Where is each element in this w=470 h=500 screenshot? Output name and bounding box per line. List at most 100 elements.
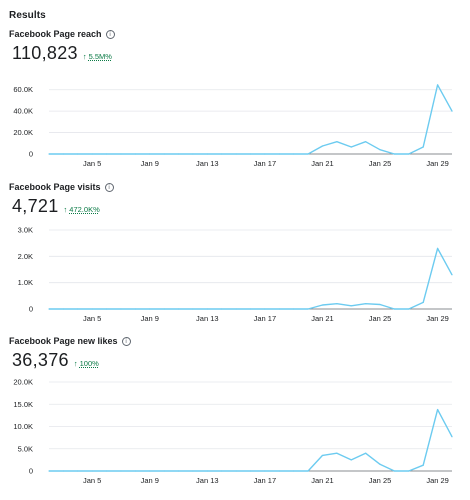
data-point [336,303,338,305]
x-tick-label: Jan 9 [141,159,159,168]
data-point [451,110,453,112]
line-chart-reach: 0 20.0K 40.0K 60.0K Jan 5 Jan 9 Jan 13 Jan 17 Ja… [0,71,470,169]
data-point [321,145,324,147]
data-point [77,308,79,310]
metric-value: 110,823 [12,43,78,63]
data-point [235,153,237,155]
info-icon[interactable]: i [104,182,114,192]
data-point [350,305,352,307]
y-tick-label: 15.0K [13,400,33,409]
data-point [163,470,165,472]
data-point [393,153,396,155]
metric-value-row: 110,823 ↑ 5.5M% [12,43,112,64]
data-point [48,470,50,472]
data-point [91,470,93,472]
x-tick-label: Jan 17 [254,159,277,168]
arrow-up-icon: ↑ [73,359,78,368]
metric-header: Facebook Page reach i [9,29,115,39]
y-tick-label: 0 [29,305,33,314]
y-tick-label: 60.0K [13,85,33,94]
metric-panel-new-likes: Facebook Page new likes i 36,376 ↑ 100% … [0,336,470,486]
data-point [293,470,295,472]
data-point [177,470,180,472]
data-point [321,454,324,457]
y-tick-label: 20.0K [13,378,33,387]
data-point [77,470,79,472]
data-point [321,304,324,306]
info-icon[interactable]: i [121,336,131,346]
x-tick-label: Jan 29 [426,159,449,168]
data-point [379,149,381,151]
x-tick-label: Jan 9 [141,476,159,485]
y-tick-label: 2.0K [18,252,33,261]
data-point [105,153,108,155]
data-point [249,153,252,155]
data-point [62,153,64,155]
data-point [278,470,280,472]
x-tick-label: Jan 29 [426,314,449,323]
x-tick-label: Jan 29 [426,476,449,485]
line-chart-new-likes: 0 5.0K 10.0K 15.0K 20.0K Jan 5 Jan 9 Jan 13 Jan … [0,374,470,486]
x-tick-label: Jan 21 [311,159,334,168]
data-point [48,308,50,310]
change-value[interactable]: 100% [79,359,99,368]
metric-panel-reach: Facebook Page reach i 110,823 ↑ 5.5M% 0 2… [0,29,470,169]
info-icon[interactable]: i [105,29,115,39]
data-point [408,470,410,472]
x-tick-label: Jan 5 [83,476,101,485]
metric-value-row: 4,721 ↑ 472.0K% [12,196,100,217]
metric-value: 36,376 [12,350,69,370]
metric-value: 4,721 [12,196,59,216]
y-tick-label: 5.0K [18,444,33,453]
x-tick-label: Jan 17 [254,314,277,323]
data-point [91,308,93,310]
data-point [336,141,338,143]
data-point [177,153,180,155]
data-point [105,308,108,310]
data-point [422,146,424,148]
data-point [393,308,396,310]
x-tick-label: Jan 25 [369,476,392,485]
data-point [91,153,93,155]
data-point [365,303,367,305]
data-point [120,470,122,472]
data-point [379,463,381,465]
data-point [437,247,439,250]
data-point [408,308,410,310]
y-tick-label: 0 [29,150,33,159]
x-tick-label: Jan 5 [83,159,101,168]
data-point [264,308,266,310]
data-point [422,301,424,304]
x-tick-label: Jan 25 [369,159,392,168]
data-point [120,308,122,310]
data-point [235,308,237,310]
change-indicator: ↑ 100% [74,359,99,368]
y-tick-label: 10.0K [13,422,33,431]
data-point [120,153,122,155]
x-tick-label: Jan 21 [311,476,334,485]
data-point [206,153,208,155]
data-point [393,470,396,472]
y-tick-label: 20.0K [13,128,33,137]
data-point [365,141,367,143]
x-tick-label: Jan 13 [196,159,219,168]
data-point [437,84,439,86]
data-point [365,452,367,454]
data-point [437,408,439,411]
x-tick-label: Jan 21 [311,314,334,323]
change-value[interactable]: 472.0K% [69,205,100,214]
data-point [336,452,338,454]
x-tick-label: Jan 13 [196,476,219,485]
metric-label: Facebook Page visits [9,182,101,192]
data-point [163,153,165,155]
data-point [149,308,151,310]
x-tick-label: Jan 17 [254,476,277,485]
data-point [177,308,180,310]
data-point [264,153,266,155]
data-point [221,308,223,310]
data-point [235,470,237,472]
data-point [408,153,410,155]
change-value[interactable]: 5.5M% [88,52,112,61]
data-point [451,274,453,276]
data-point [134,308,136,310]
